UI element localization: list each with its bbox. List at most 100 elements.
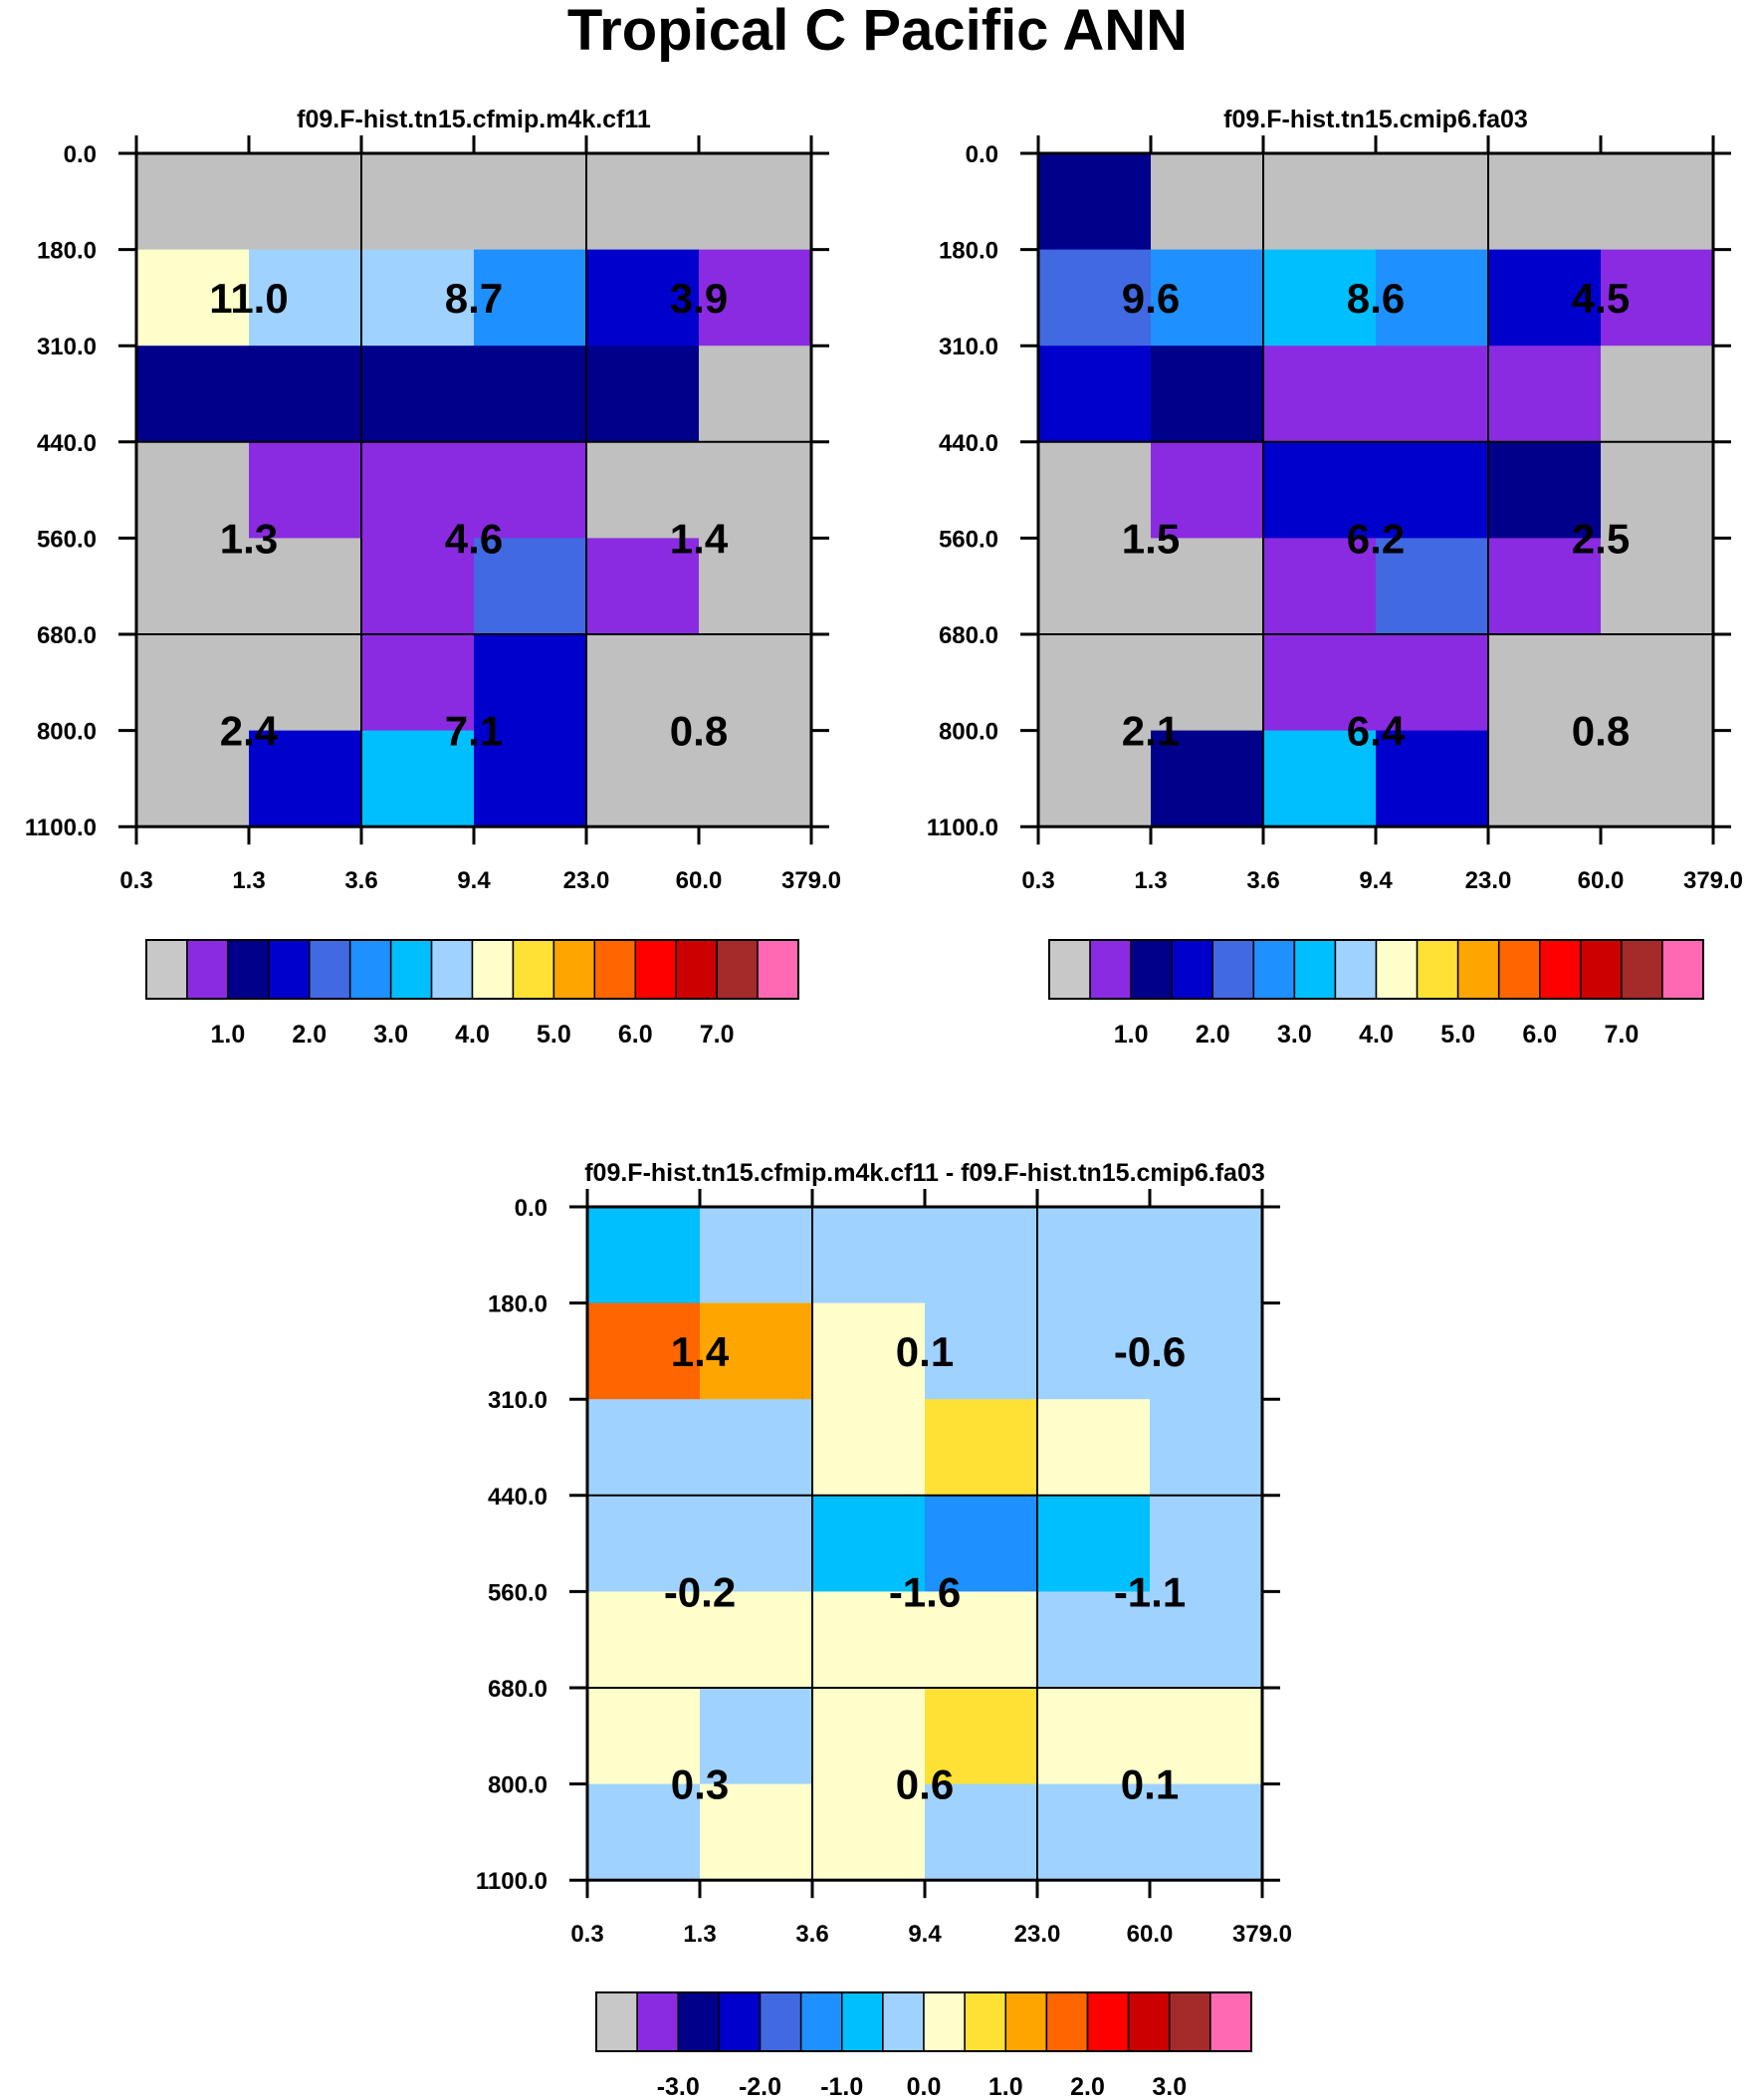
heatmap-cell: [586, 441, 700, 539]
heatmap-cell: [1038, 441, 1152, 539]
heatmap-cell: [586, 249, 700, 347]
cell-value-label: 0.8: [670, 708, 728, 755]
cell-value-label: 4.6: [445, 515, 503, 562]
x-tick-label: 0.3: [119, 867, 152, 894]
y-tick-label: 310.0: [939, 334, 998, 360]
colorbar-swatch: [552, 939, 596, 1000]
heatmap-cell: [249, 346, 362, 443]
heatmap-cell: [1601, 153, 1714, 251]
heatmap-cell: [1150, 1783, 1263, 1881]
colorbar-label: 6.0: [618, 1021, 653, 1049]
heatmap-cell: [361, 538, 475, 635]
figure-title: Tropical C Pacific ANN: [566, 0, 1189, 63]
heatmap-cell: [812, 1207, 926, 1304]
colorbar-swatch: [1045, 1991, 1089, 2052]
panel-b: 0.0 180.0 310.0 440.0 560.0 680.0 800.0 1100.0 0…: [927, 106, 1743, 1049]
heatmap-cell: [1038, 153, 1152, 251]
heatmap-cell: [1151, 538, 1264, 635]
heatmap-cell: [361, 634, 475, 732]
heatmap-cell: [1150, 1591, 1263, 1689]
heatmap-cell: [1488, 153, 1602, 251]
colorbar-swatch: [1456, 939, 1500, 1000]
heatmap-cell: [1038, 346, 1152, 443]
colorbar-swatch: [759, 1991, 802, 2052]
heatmap-cell: [361, 346, 475, 443]
colorbar-swatch: [1375, 939, 1419, 1000]
heatmap-cell: [586, 346, 700, 443]
y-tick-label: 560.0: [939, 526, 998, 553]
colorbar-label: 4.0: [1359, 1021, 1394, 1049]
colorbar-label: 0.0: [907, 2073, 942, 2100]
x-tick-label: 60.0: [1578, 867, 1625, 894]
heatmap-cell: [699, 634, 812, 732]
heatmap-cell: [474, 730, 587, 827]
colorbar-label: 5.0: [537, 1021, 571, 1049]
x-tick-label: 9.4: [908, 1921, 942, 1948]
y-tick-label: 800.0: [488, 1772, 548, 1799]
heatmap-cell: [249, 730, 362, 827]
heatmap-cell: [586, 538, 700, 635]
colorbar-swatch: [1169, 1991, 1211, 2052]
heatmap-cell: [587, 1302, 701, 1400]
colorbar-label: 5.0: [1440, 1021, 1475, 1049]
colorbar-swatch: [268, 939, 311, 1000]
colorbar-label: 7.0: [700, 1021, 735, 1049]
x-tick-label: 1.3: [1134, 867, 1167, 894]
heatmap-cell: [1376, 634, 1489, 732]
heatmap-cell: [474, 441, 587, 539]
colorbar-swatch: [348, 939, 392, 1000]
cell-value-label: 0.1: [1121, 1761, 1179, 1808]
colorbar-swatch: [964, 1991, 1006, 2052]
x-tick-label: 0.3: [570, 1921, 603, 1948]
heatmap-cell: [1151, 634, 1264, 732]
heatmap-cell: [1601, 730, 1714, 827]
cell-value-label: 8.6: [1347, 275, 1405, 322]
cell-value-label: 2.4: [220, 708, 279, 755]
heatmap-cell: [1151, 153, 1264, 251]
cell-value-label: 4.5: [1572, 275, 1630, 322]
colorbar-swatch: [512, 939, 555, 1000]
y-tick-label: 0.0: [515, 1195, 548, 1222]
colorbar-swatch: [1293, 939, 1337, 1000]
heatmap-cell: [1376, 730, 1489, 827]
heatmap-cell: [136, 441, 250, 539]
heatmap-cell: [249, 634, 362, 732]
cell-value-label: 11.0: [209, 275, 288, 322]
colorbar-label: 2.0: [292, 1021, 327, 1049]
colorbar-label: 3.0: [373, 1021, 408, 1049]
heatmap-cell: [1151, 346, 1264, 443]
heatmap-cell: [361, 153, 475, 251]
colorbar-swatch: [227, 939, 270, 1000]
colorbar-swatch: [1621, 939, 1663, 1000]
heatmap-cell: [136, 538, 250, 635]
y-tick-label: 1100.0: [25, 815, 97, 841]
colorbar-swatch: [145, 939, 188, 1000]
heatmap-cell: [700, 1495, 813, 1592]
panel-title: f09.F-hist.tn15.cfmip.m4k.cf11: [297, 106, 651, 133]
colorbar-swatch: [1334, 939, 1378, 1000]
colorbar-label: 1.0: [988, 2073, 1023, 2100]
y-tick-label: 180.0: [37, 238, 97, 265]
heatmap-cell: [587, 1783, 701, 1881]
panel-diff: 0.0 180.0 310.0 440.0 560.0 680.0 800.0 1100.0 0…: [476, 1159, 1292, 2100]
heatmap-cell: [1601, 441, 1714, 539]
heatmap-cell: [925, 1783, 1038, 1881]
heatmap-cell: [1488, 441, 1602, 539]
heatmap-cell: [1038, 634, 1152, 732]
y-tick-label: 310.0: [488, 1387, 548, 1414]
colorbar-swatch: [636, 1991, 679, 2052]
heatmap-cell: [586, 153, 700, 251]
colorbar-swatch: [882, 1991, 925, 2052]
colorbar-swatch: [1004, 1991, 1048, 2052]
heatmap-cell: [925, 1207, 1038, 1304]
colorbar-label: 3.0: [1152, 2073, 1187, 2100]
colorbar-label: 4.0: [455, 1021, 490, 1049]
heatmap-cell: [136, 249, 250, 347]
colorbar-swatch: [718, 1991, 762, 2052]
colorbar-swatch: [595, 1991, 638, 2052]
colorbar-frame: [1048, 939, 1704, 1000]
heatmap-cell: [699, 538, 812, 635]
heatmap-cell: [1151, 249, 1264, 347]
heatmap-cell: [361, 249, 475, 347]
heatmap-cell: [812, 1399, 926, 1497]
